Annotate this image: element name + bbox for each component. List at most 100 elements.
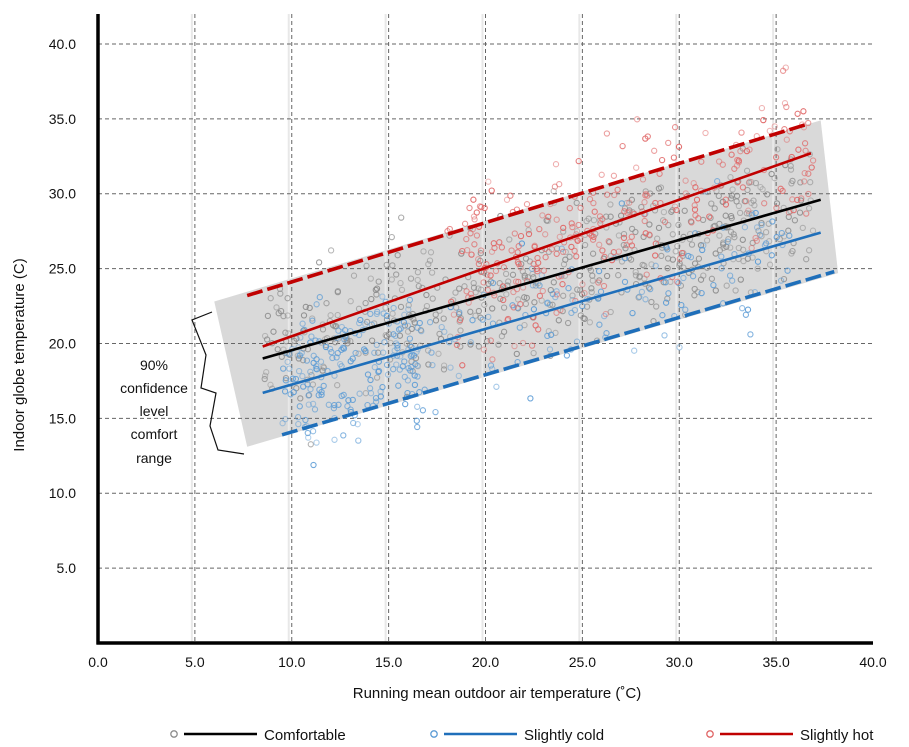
- data-point: [438, 323, 445, 331]
- data-point: [573, 228, 581, 235]
- data-point: [289, 375, 296, 382]
- data-point: [760, 116, 767, 124]
- data-point: [620, 234, 628, 242]
- data-point: [563, 352, 571, 359]
- data-point: [722, 196, 729, 203]
- data-point: [565, 285, 572, 292]
- data-point: [579, 302, 586, 310]
- data-point: [273, 304, 280, 311]
- data-point: [545, 213, 552, 220]
- data-point: [491, 244, 498, 252]
- data-point: [621, 208, 628, 215]
- data-point: [589, 236, 597, 243]
- data-point: [746, 178, 753, 185]
- data-point: [735, 244, 742, 252]
- data-point: [628, 242, 636, 249]
- data-point: [791, 217, 799, 224]
- data-point: [319, 326, 327, 333]
- data-point: [531, 242, 538, 249]
- data-point: [678, 301, 685, 309]
- data-point: [453, 341, 461, 349]
- data-point: [300, 312, 308, 319]
- data-point: [544, 217, 552, 225]
- data-point: [507, 192, 514, 199]
- data-point: [352, 349, 359, 357]
- data-point: [334, 311, 341, 319]
- data-point: [477, 247, 485, 254]
- data-point: [483, 337, 491, 345]
- data-point: [560, 261, 568, 268]
- data-point: [783, 136, 790, 143]
- data-point: [796, 209, 804, 216]
- data-point: [302, 303, 309, 311]
- data-point: [404, 377, 412, 384]
- data-point: [408, 363, 415, 371]
- data-point: [432, 317, 440, 324]
- data-point: [648, 298, 655, 306]
- data-point: [313, 301, 320, 308]
- data-point: [664, 265, 671, 272]
- data-point: [307, 441, 314, 448]
- data-point: [475, 285, 482, 292]
- data-point: [290, 388, 297, 396]
- data-point: [380, 310, 387, 317]
- data-point: [726, 272, 734, 279]
- data-point: [455, 372, 462, 380]
- data-point: [782, 64, 789, 71]
- data-point: [633, 164, 640, 171]
- data-point: [296, 403, 303, 410]
- data-point: [506, 236, 513, 243]
- data-point: [315, 259, 323, 266]
- data-point: [807, 179, 814, 186]
- data-point: [347, 358, 354, 365]
- data-point: [716, 232, 723, 239]
- data-point: [405, 306, 412, 313]
- data-point: [776, 235, 783, 243]
- x-tick-label: 0.0: [88, 654, 108, 670]
- data-point: [407, 275, 415, 282]
- data-point: [395, 326, 403, 333]
- data-point: [404, 322, 412, 329]
- data-point: [406, 335, 414, 342]
- data-point: [691, 260, 699, 267]
- data-point: [373, 374, 381, 381]
- data-point: [484, 271, 491, 278]
- data-point: [603, 272, 611, 280]
- data-point: [510, 304, 517, 311]
- data-point: [327, 312, 334, 319]
- data-point: [423, 302, 431, 310]
- fit-line-slightly-hot: [262, 152, 812, 348]
- data-point: [566, 253, 573, 260]
- data-point: [748, 211, 756, 219]
- data-point: [738, 129, 745, 136]
- data-point: [805, 190, 812, 198]
- data-point: [556, 233, 563, 241]
- data-point: [379, 293, 386, 300]
- data-point: [363, 318, 371, 326]
- y-tick-label: 30.0: [49, 186, 76, 202]
- data-point: [539, 212, 546, 219]
- data-point: [389, 310, 396, 317]
- data-point: [742, 311, 750, 318]
- data-point: [382, 304, 389, 311]
- data-point: [452, 289, 459, 296]
- data-point: [459, 247, 466, 255]
- data-point: [487, 362, 495, 369]
- data-point: [512, 278, 520, 285]
- data-point: [590, 199, 597, 207]
- data-point: [469, 317, 476, 324]
- data-point: [771, 123, 778, 130]
- annotation-line-4: comfort: [131, 426, 178, 442]
- data-point: [801, 170, 808, 177]
- data-point: [737, 276, 744, 283]
- data-point: [388, 233, 395, 241]
- legend: Comfortable Slightly cold Slightly hot: [170, 727, 874, 744]
- data-point: [284, 295, 291, 302]
- data-point: [303, 357, 311, 364]
- data-point: [802, 147, 809, 154]
- data-point: [331, 436, 338, 443]
- data-point: [714, 178, 721, 185]
- data-point: [413, 417, 420, 424]
- data-point: [552, 161, 560, 168]
- data-point: [419, 407, 427, 414]
